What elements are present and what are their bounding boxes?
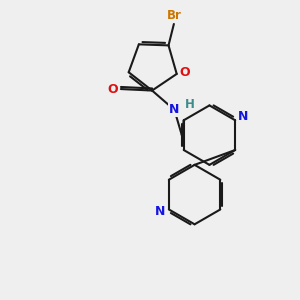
Text: O: O (107, 82, 118, 96)
Text: N: N (169, 103, 180, 116)
Text: N: N (238, 110, 249, 123)
Text: Br: Br (167, 9, 182, 22)
Text: N: N (155, 205, 165, 218)
Text: O: O (180, 66, 190, 79)
Text: H: H (185, 98, 195, 111)
